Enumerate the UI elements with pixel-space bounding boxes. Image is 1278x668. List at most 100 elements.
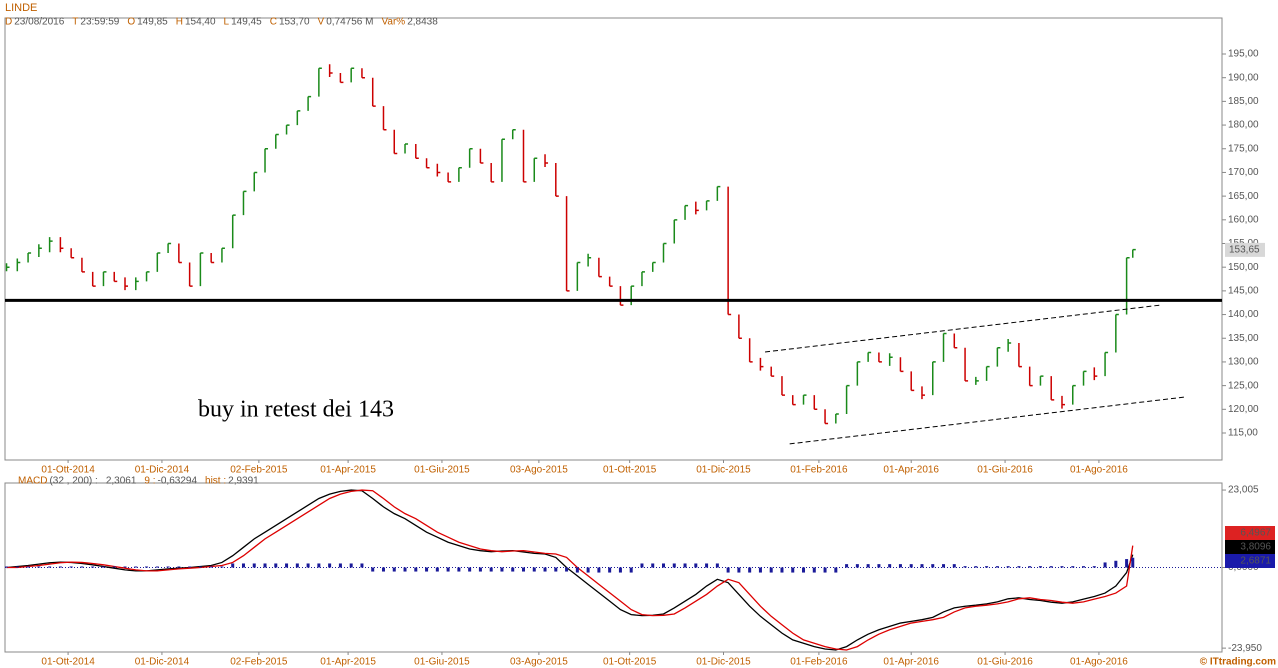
price-bar — [468, 148, 473, 168]
price-bar — [619, 286, 624, 306]
price-bar — [641, 271, 645, 287]
price-bar — [199, 252, 204, 287]
price-bar — [102, 271, 107, 287]
hist-bar — [672, 563, 676, 568]
price-bar — [1018, 342, 1022, 368]
header-value: 23/08/2016 — [14, 17, 64, 28]
hist-bar — [166, 566, 170, 568]
hist-bar — [252, 563, 256, 568]
x-tick-label: 01-Giu-2015 — [414, 465, 470, 476]
hist-bar — [575, 567, 579, 573]
hist-bar — [209, 566, 213, 568]
last-value-label: 6,4967 — [1240, 528, 1271, 539]
price-bar — [425, 158, 430, 169]
price-bar — [210, 252, 215, 264]
price-bar — [231, 214, 236, 249]
macd-line — [6, 489, 1134, 651]
header-value: 149,85 — [137, 17, 168, 28]
hist-bar — [694, 563, 698, 568]
price-bar — [802, 394, 807, 405]
price-bar — [113, 271, 118, 283]
hist-bar — [812, 567, 816, 573]
x-tick-label: 01-Feb-2016 — [790, 657, 848, 668]
x-tick-label: 02-Feb-2015 — [230, 657, 288, 668]
price-bar — [1082, 370, 1087, 386]
hist-bar — [381, 567, 385, 572]
y-tick-label: 135,00 — [1228, 333, 1259, 344]
price-bar — [738, 314, 742, 339]
price-bar — [587, 253, 592, 267]
hist-bar — [468, 567, 472, 572]
hist-bar — [328, 563, 332, 568]
hist-bar — [845, 564, 849, 568]
price-bar — [371, 77, 376, 107]
price-bar — [942, 332, 947, 362]
hist-bar — [662, 563, 666, 568]
price-bar — [404, 143, 409, 154]
x-tick-label: 01-Dic-2015 — [696, 465, 751, 476]
x-tick-label: 01-Apr-2016 — [883, 465, 939, 476]
price-bar — [878, 352, 882, 363]
price-bar — [501, 138, 505, 182]
header-key: L — [224, 17, 230, 28]
price-bar — [5, 263, 10, 272]
y-tick-label: 180,00 — [1228, 120, 1259, 131]
hist-bar — [780, 567, 784, 573]
header-key: C — [270, 17, 277, 28]
chart-title: LINDE — [5, 2, 37, 14]
header-value: 153,70 — [279, 17, 310, 28]
hist-bar — [1082, 566, 1086, 568]
hist-bar — [263, 563, 267, 568]
hist-bar — [446, 567, 450, 572]
hist-bar — [26, 566, 30, 568]
last-value-label: 2,6871 — [1240, 556, 1271, 567]
price-bar — [382, 106, 387, 131]
last-value-box — [1225, 554, 1275, 568]
x-tick-label: 01-Ott-2014 — [41, 465, 95, 476]
x-tick-label: 03-Ago-2015 — [510, 465, 568, 476]
price-bar — [242, 190, 247, 216]
hist-bar — [758, 567, 762, 573]
price-bar — [178, 243, 182, 264]
price-bar — [124, 277, 129, 291]
price-bar — [845, 384, 850, 415]
hist-bar — [1060, 566, 1064, 568]
x-tick-label: 01-Giu-2015 — [414, 657, 470, 668]
trend-line — [789, 396, 1186, 445]
x-tick-label: 01-Dic-2014 — [135, 657, 190, 668]
hist-bar — [931, 564, 935, 568]
x-tick-label: 01-Dic-2014 — [135, 465, 190, 476]
hist-bar — [802, 567, 806, 573]
price-bar — [705, 200, 710, 211]
hist-bar — [306, 563, 310, 568]
price-bar — [264, 148, 269, 173]
hist-bar — [1038, 566, 1042, 568]
price-bar — [1125, 256, 1130, 315]
price-bar — [296, 110, 301, 126]
price-bar — [1061, 395, 1065, 409]
hist-bar — [942, 564, 946, 568]
hist-bar — [823, 567, 827, 573]
y-tick-label: 150,00 — [1228, 262, 1259, 273]
hist-bar — [888, 564, 892, 568]
y-tick-label: 130,00 — [1228, 357, 1259, 368]
hist-bar — [898, 564, 902, 568]
price-bar — [673, 219, 678, 244]
hist-bar — [866, 564, 870, 568]
header-value: 2,8438 — [407, 17, 438, 28]
price-bar — [996, 346, 1001, 367]
hist-bar — [37, 566, 41, 568]
price-bar — [608, 276, 613, 287]
header-value: 2,3061 — [106, 476, 137, 487]
hist-bar — [155, 566, 159, 568]
header-key: D — [5, 17, 12, 28]
hist-bar — [349, 563, 353, 568]
macd-line — [6, 489, 1134, 651]
hist-bar — [414, 567, 418, 572]
x-tick-label: 01-Ago-2016 — [1070, 657, 1128, 668]
hist-bar — [360, 563, 364, 568]
hist-bar — [338, 563, 342, 568]
header-key: O — [127, 17, 135, 28]
hist-bar — [726, 567, 730, 573]
price-bar — [436, 163, 441, 177]
